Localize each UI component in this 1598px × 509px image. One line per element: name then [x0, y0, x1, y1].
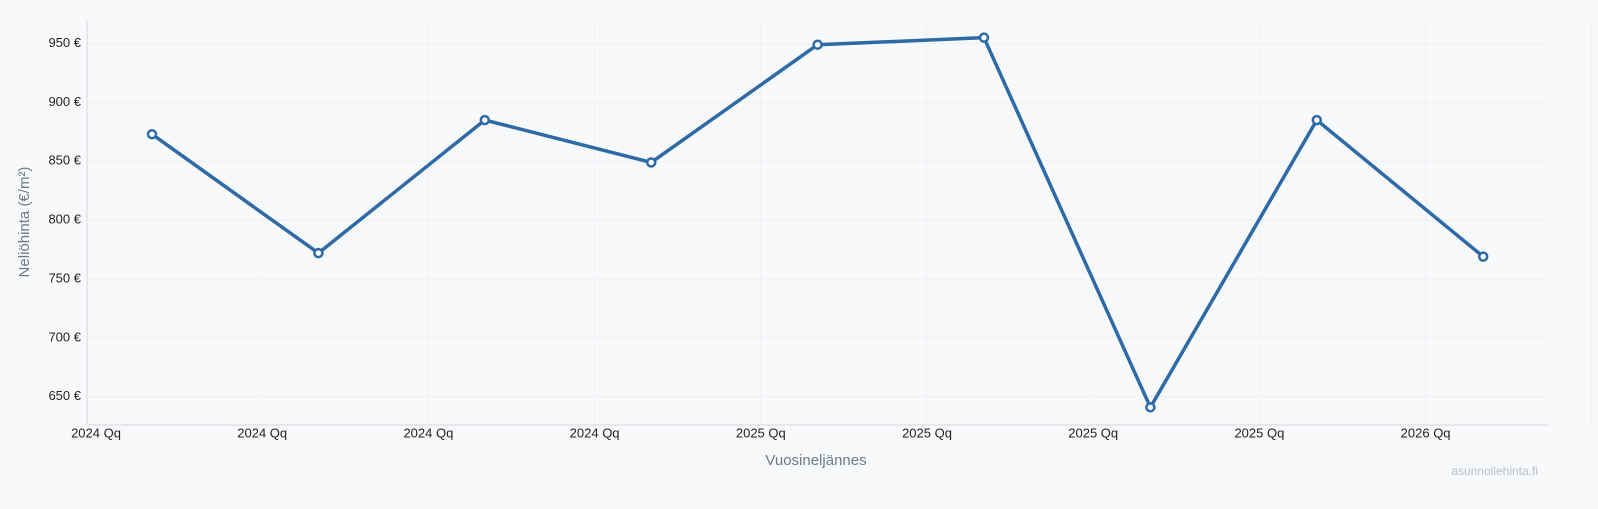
data-point — [479, 114, 491, 126]
x-tick-label: 2025 Qq — [1234, 425, 1284, 440]
data-point — [645, 157, 657, 168]
y-tick-label: 650 € — [48, 388, 81, 403]
y-axis-title: Neliöhinta (€/m²) — [16, 167, 33, 278]
data-point — [978, 32, 990, 43]
data-line — [150, 35, 1485, 410]
x-tick-label: 2025 Qq — [902, 425, 952, 440]
x-tick-label: 2024 Qq — [237, 425, 287, 440]
data-point — [313, 247, 324, 259]
x-tick-label: 2026 Qq — [1401, 425, 1451, 440]
data-point — [1311, 114, 1323, 126]
data-point — [1145, 402, 1156, 413]
x-tick-label: 2024 Qq — [71, 425, 121, 440]
data-point — [812, 39, 823, 50]
y-tick-label: 750 € — [48, 270, 81, 285]
y-tick-label: 950 € — [48, 35, 81, 50]
x-tick-label: 2024 Qq — [570, 425, 620, 440]
y-tick-label: 700 € — [48, 329, 81, 344]
x-tick-label: 2024 Qq — [403, 425, 453, 440]
y-tick-label: 800 € — [48, 212, 81, 227]
x-axis-title: Vuosineljännes — [765, 452, 866, 469]
watermark: asunnollehinta.fi — [1451, 464, 1538, 478]
y-tick-label: 900 € — [48, 94, 81, 109]
y-tick-label: 850 € — [48, 153, 81, 168]
x-tick-label: 2025 Qq — [1068, 425, 1118, 440]
data-point — [1477, 251, 1489, 262]
x-tick-label: 2025 Qq — [736, 425, 786, 440]
data-point — [146, 128, 158, 140]
